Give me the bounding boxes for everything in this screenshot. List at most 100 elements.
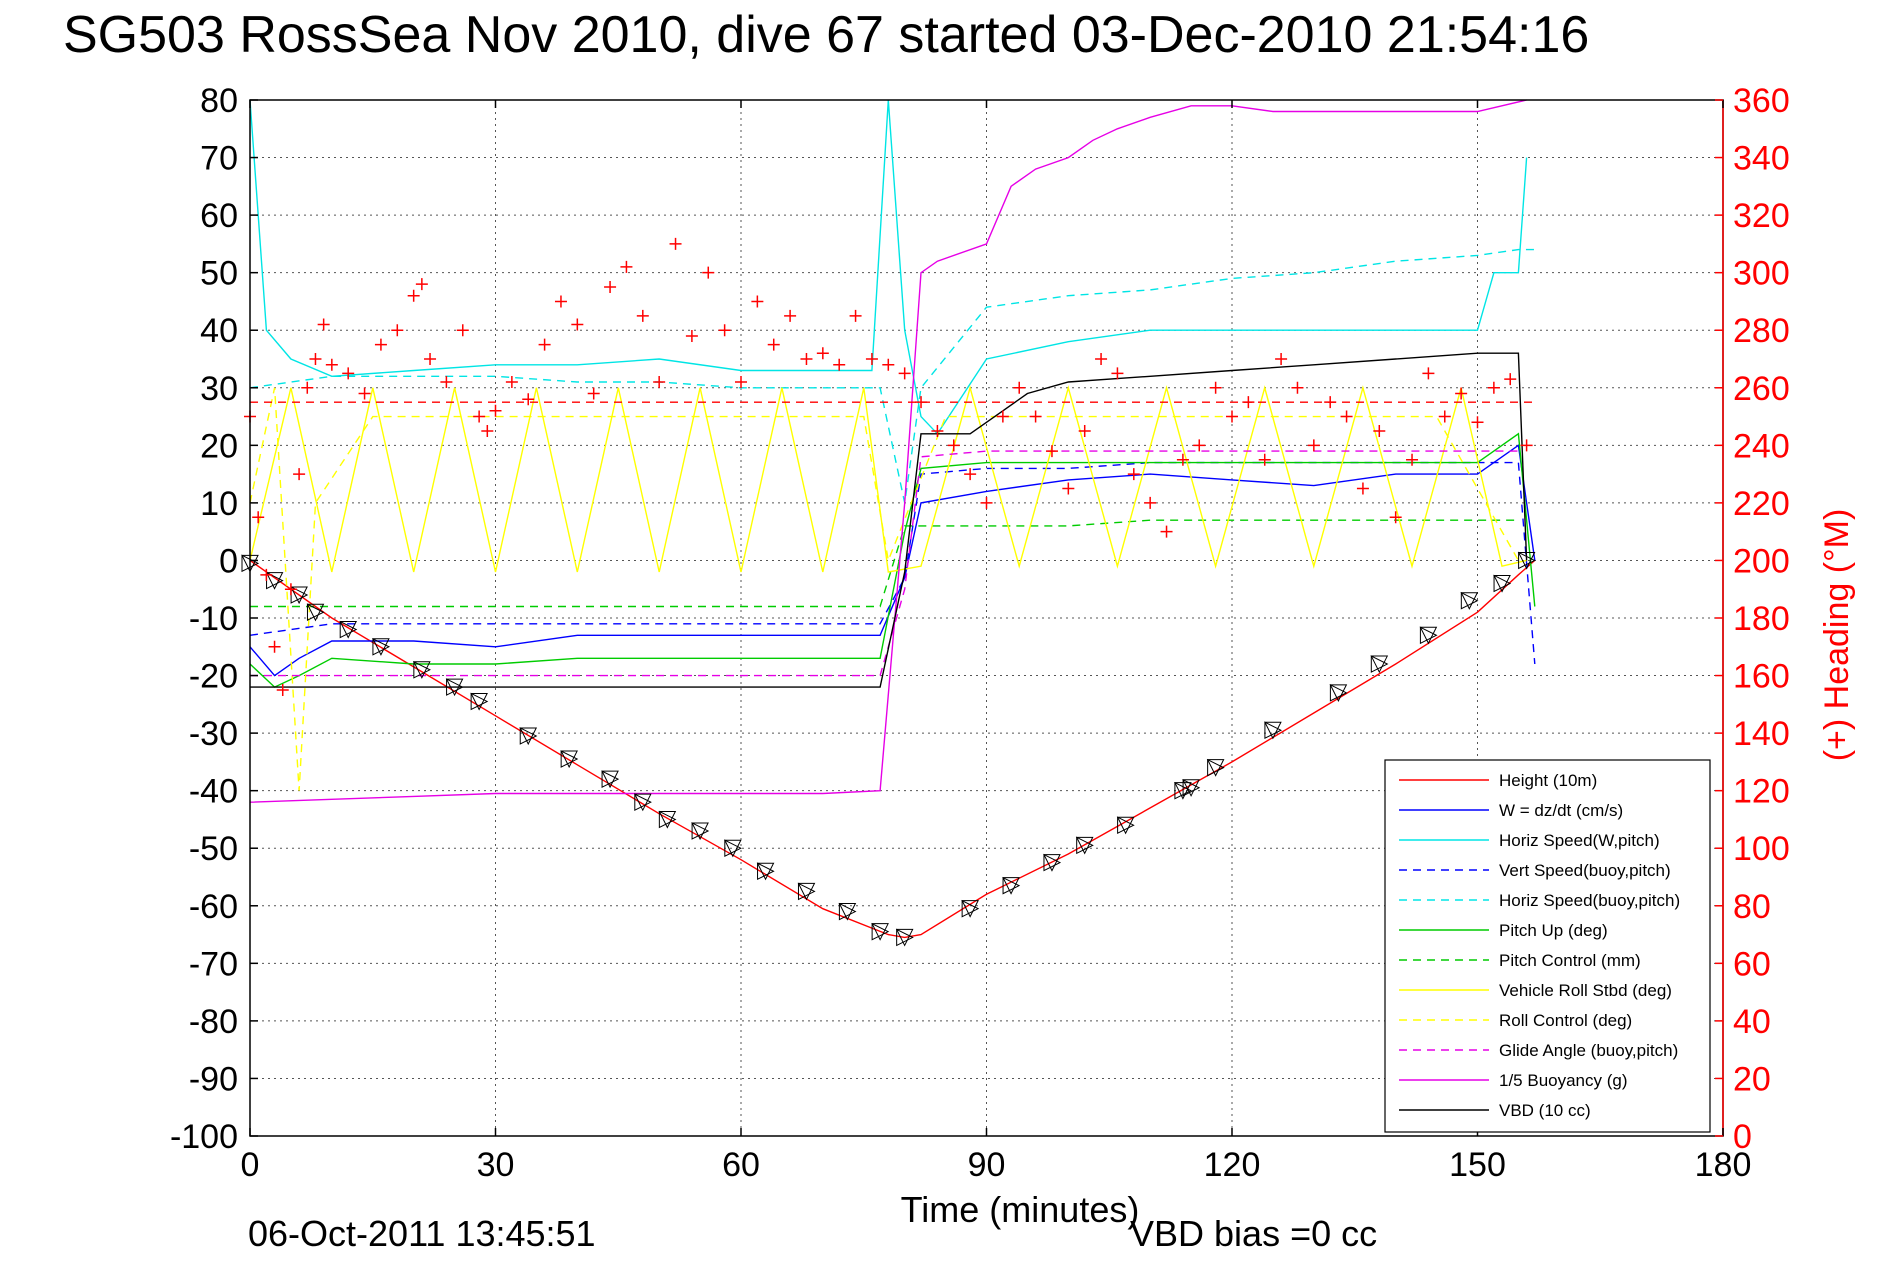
heading-point (1291, 381, 1304, 394)
down-triangle-marker (1002, 877, 1020, 895)
heading-point (424, 353, 437, 365)
right-triangle-marker (306, 603, 325, 622)
down-triangle-marker (290, 586, 308, 605)
heading-point (571, 318, 584, 331)
down-triangle-marker (1329, 684, 1348, 702)
heading-point (816, 347, 829, 360)
series-line-0 (249, 559, 1536, 939)
right-triangle-marker (871, 922, 890, 941)
legend-label: Pitch Up (deg) (1499, 921, 1608, 940)
right-y-tick-label: 100 (1733, 830, 1790, 868)
heading-point (456, 324, 469, 337)
footer-vbd-bias: VBD bias =0 cc (1130, 1213, 1377, 1254)
right-triangle-marker (470, 692, 489, 711)
legend-label: Horiz Speed(buoy,pitch) (1499, 891, 1680, 910)
right-y-tick-label: 140 (1733, 715, 1790, 753)
down-triangle-marker (838, 903, 857, 921)
y-tick-label: -30 (189, 715, 238, 753)
heading-point (784, 309, 797, 322)
right-triangle-marker (1182, 778, 1201, 797)
right-triangle-marker (838, 902, 857, 921)
heading-point (849, 309, 862, 322)
legend-label: Vert Speed(buoy,pitch) (1499, 861, 1671, 880)
legend-label: Height (10m) (1499, 771, 1597, 790)
legend-box (1384, 759, 1711, 1133)
heading-point (702, 266, 715, 279)
down-triangle-marker (1493, 574, 1511, 593)
y-tick-label: -40 (189, 773, 238, 811)
heading-point (751, 295, 764, 308)
heading-point (260, 568, 273, 581)
x-tick-label: 0 (241, 1146, 260, 1184)
heading-point (1111, 367, 1124, 380)
down-triangle-marker (658, 810, 677, 829)
x-axis-ticks: 0 30 60 90 120 150 180 (241, 100, 1752, 1184)
x-tick-label: 120 (1204, 1146, 1261, 1184)
heading-point (489, 404, 502, 417)
right-triangle-marker (1518, 551, 1536, 570)
right-y-tick-label: 80 (1733, 888, 1771, 926)
down-triangle-marker (1419, 626, 1438, 645)
x-tick-label: 180 (1695, 1146, 1752, 1184)
down-triangle-marker (1517, 551, 1536, 570)
down-triangle-marker (1116, 816, 1135, 835)
y-tick-label: 40 (200, 312, 238, 350)
heading-point (1193, 439, 1206, 452)
heading-point (1127, 468, 1140, 481)
y-axis-ticks: 80 70 60 50 40 30 20 10 0 -10 -20 -30 -40 -50 -60 -70 -8… (170, 82, 258, 1156)
markers-layer (241, 551, 1536, 947)
down-triangle-marker (1206, 759, 1225, 777)
y-tick-label: -10 (189, 600, 238, 638)
right-y-tick-label: 200 (1733, 542, 1790, 580)
heading-point (1455, 387, 1468, 400)
right-triangle-marker (1117, 816, 1135, 835)
heading-point (276, 683, 289, 696)
down-triangle-marker (372, 638, 390, 656)
x-tick-label: 30 (477, 1146, 515, 1184)
y-tick-label: 70 (200, 140, 238, 178)
heading-point (342, 367, 355, 380)
right-triangle-marker (1370, 655, 1389, 673)
heading-point (1356, 482, 1369, 495)
right-y-tick-label: 160 (1733, 658, 1790, 696)
heading-point (301, 381, 314, 394)
right-triangle-marker (1043, 853, 1062, 872)
heading-point (407, 289, 420, 302)
heading-point (1471, 416, 1484, 429)
right-triangle-marker (658, 810, 677, 829)
heading-point (538, 338, 551, 351)
heading-point (604, 281, 617, 294)
y-tick-label: -100 (170, 1118, 238, 1156)
series-layer (249, 99, 1536, 939)
heading-point (964, 468, 977, 481)
heading-point (1406, 453, 1419, 466)
heading-point (1045, 445, 1058, 458)
right-y-tick-label: 280 (1733, 312, 1790, 350)
heading-point (284, 583, 297, 596)
series-line-6 (250, 519, 1519, 608)
down-triangle-marker (1370, 655, 1389, 674)
heading-point (800, 353, 813, 365)
right-triangle-marker (413, 660, 431, 679)
down-triangle-marker (339, 621, 358, 639)
x-tick-label: 60 (722, 1146, 760, 1184)
right-triangle-marker (1329, 684, 1348, 702)
heading-point (620, 260, 633, 273)
heading-point (1422, 367, 1435, 380)
down-triangle-marker (1182, 779, 1200, 797)
right-triangle-marker (1460, 591, 1479, 610)
heading-point (325, 358, 338, 371)
down-triangle-marker (1075, 836, 1094, 855)
right-y-tick-label: 180 (1733, 600, 1790, 638)
right-y-tick-label: 260 (1733, 370, 1790, 408)
y-tick-label: -50 (189, 830, 238, 868)
heading-point (898, 367, 911, 380)
right-triangle-marker (797, 882, 816, 901)
heading-point (865, 353, 878, 365)
heading-point (522, 393, 535, 406)
right-y-tick-label: 320 (1733, 197, 1790, 235)
series-line-4 (249, 248, 1535, 504)
series-line-11 (250, 352, 1528, 688)
right-y-tick-label: 20 (1733, 1060, 1771, 1098)
